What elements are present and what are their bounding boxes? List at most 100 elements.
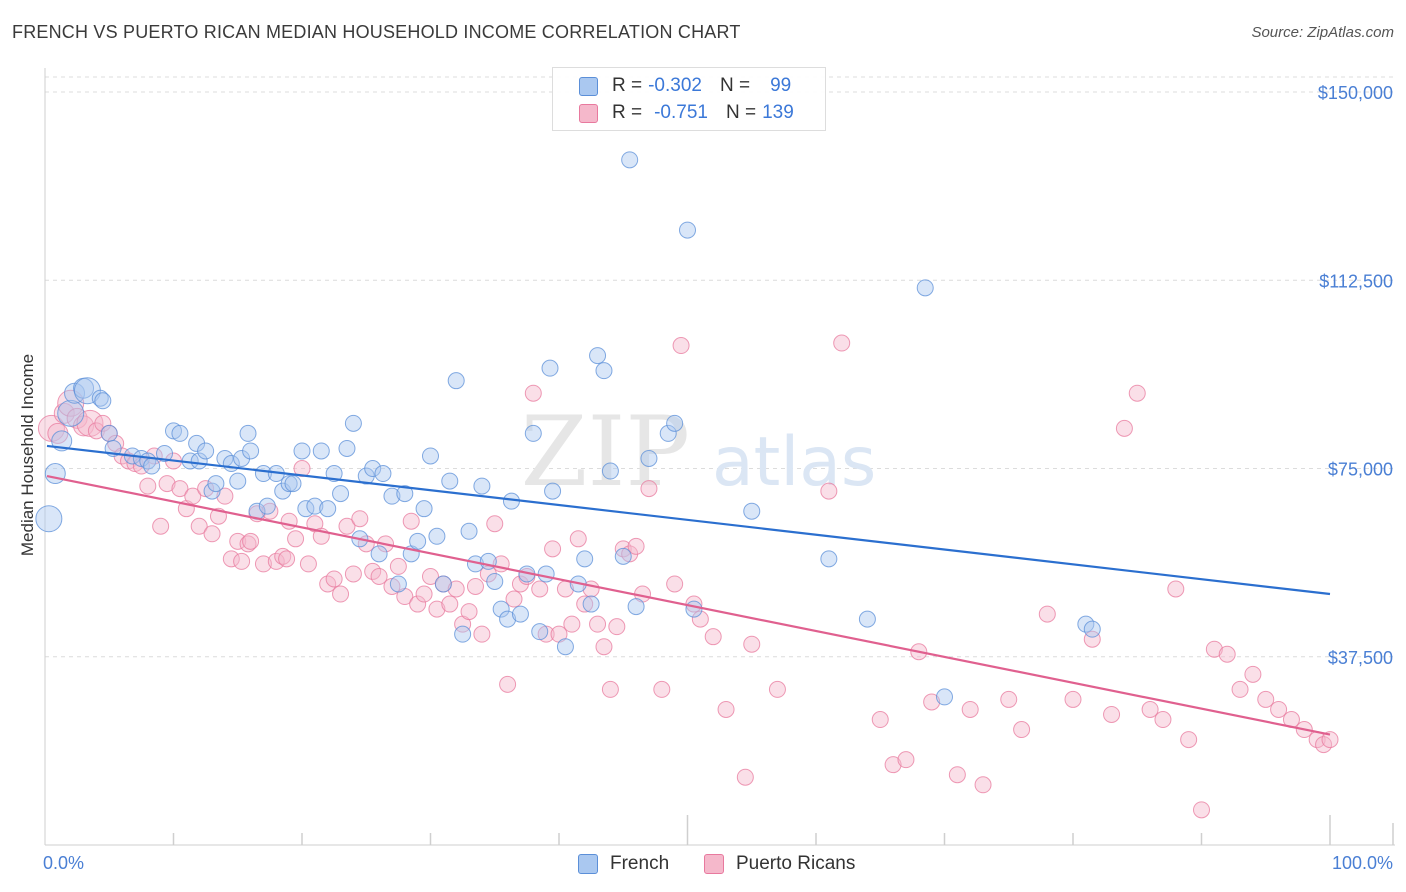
- puerto-ricans-point: [278, 550, 296, 568]
- puerto-ricans-point: [1154, 711, 1172, 729]
- r-value-puerto-ricans: -0.751: [654, 102, 708, 123]
- french-point: [541, 359, 559, 377]
- puerto-ricans-point: [158, 475, 176, 493]
- puerto-ricans-point: [447, 580, 465, 598]
- n-value-french: 99: [770, 75, 792, 96]
- puerto-ricans-point: [923, 693, 941, 711]
- puerto-ricans-point: [544, 540, 562, 558]
- puerto-ricans-point: [640, 480, 658, 498]
- french-point: [858, 610, 876, 628]
- french-point: [441, 472, 459, 490]
- french-point: [364, 460, 382, 478]
- french-point: [91, 389, 109, 407]
- puerto-ricans-point: [1083, 630, 1101, 648]
- watermark: ZIP atlas: [521, 396, 877, 508]
- french-point: [374, 465, 392, 483]
- puerto-ricans-point: [261, 502, 279, 520]
- watermark-zip: ZIP: [521, 396, 690, 508]
- french-point: [820, 550, 838, 568]
- french-point: [492, 600, 510, 618]
- french-point: [614, 547, 632, 565]
- puerto-ricans-point: [242, 532, 260, 550]
- french-point: [35, 505, 63, 533]
- french-trend-line: [46, 444, 1331, 596]
- puerto-ricans-point: [499, 675, 517, 693]
- puerto-ricans-point: [299, 555, 317, 573]
- puerto-ricans-point: [53, 402, 75, 424]
- french-point: [100, 424, 118, 442]
- puerto-ricans-legend-label: Puerto Ricans: [736, 853, 856, 874]
- puerto-ricans-point: [717, 700, 735, 718]
- french-point: [544, 482, 562, 500]
- puerto-ricans-point: [595, 638, 613, 656]
- french-point: [306, 497, 324, 515]
- french-point: [319, 500, 337, 518]
- puerto-ricans-point: [203, 525, 221, 543]
- french-point: [556, 638, 574, 656]
- puerto-ricans-point: [704, 628, 722, 646]
- french-point: [280, 475, 298, 493]
- french-point: [936, 688, 953, 706]
- french-point: [389, 575, 407, 593]
- french-point: [454, 625, 472, 643]
- puerto-ricans-point: [1193, 801, 1210, 819]
- y-tick-label: $112,500: [1319, 271, 1393, 291]
- french-point: [447, 372, 465, 390]
- r-value-french: -0.302: [648, 75, 702, 96]
- french-point: [666, 414, 684, 432]
- puerto-ricans-points: [37, 334, 1339, 819]
- french-point: [434, 575, 452, 593]
- french-point: [627, 598, 645, 616]
- puerto-ricans-point: [1115, 419, 1133, 437]
- puerto-ricans-point: [229, 532, 247, 550]
- puerto-ricans-point: [948, 766, 966, 784]
- french-point: [207, 475, 225, 493]
- french-point: [743, 502, 761, 520]
- axes: [44, 68, 1395, 846]
- puerto-ricans-point: [601, 680, 619, 698]
- puerto-ricans-point: [505, 590, 523, 608]
- puerto-ricans-point: [428, 600, 446, 618]
- puerto-ricans-point: [833, 334, 851, 352]
- puerto-ricans-point: [1321, 731, 1339, 749]
- french-point: [284, 475, 302, 493]
- puerto-ricans-point: [871, 711, 889, 729]
- puerto-ricans-point: [1141, 700, 1159, 718]
- puerto-ricans-point: [768, 680, 786, 698]
- puerto-ricans-point: [1244, 665, 1262, 683]
- puerto-ricans-point: [1270, 700, 1288, 718]
- puerto-ricans-point: [1180, 731, 1198, 749]
- puerto-ricans-point: [1231, 680, 1249, 698]
- french-point: [659, 424, 677, 442]
- french-point: [422, 447, 439, 465]
- french-point: [242, 442, 260, 460]
- puerto-ricans-point: [460, 603, 478, 621]
- french-point: [601, 462, 619, 480]
- french-point: [685, 600, 703, 618]
- french-point: [473, 477, 491, 495]
- french-point: [415, 500, 433, 518]
- puerto-ricans-point: [653, 680, 671, 698]
- puerto-ricans-point: [184, 487, 202, 505]
- y-tick-label: $150,000: [1318, 83, 1393, 103]
- r-label: R =: [612, 102, 643, 123]
- puerto-ricans-point: [820, 482, 838, 500]
- french-point: [293, 442, 311, 460]
- french-point: [338, 439, 356, 457]
- puerto-ricans-point: [1167, 580, 1185, 598]
- puerto-ricans-trend-line: [46, 474, 1331, 736]
- puerto-ricans-point: [389, 557, 407, 575]
- puerto-ricans-point: [190, 517, 208, 535]
- french-point: [531, 623, 549, 641]
- french-point: [94, 392, 112, 410]
- puerto-ricans-point: [466, 577, 484, 595]
- r-label: R =: [612, 75, 643, 96]
- french-point: [916, 279, 934, 297]
- french-point: [486, 572, 504, 590]
- french-point: [409, 532, 427, 550]
- french-point: [197, 442, 215, 460]
- puerto-ricans-point: [287, 530, 305, 548]
- french-points: [35, 151, 1101, 706]
- french-point: [156, 444, 174, 462]
- french-point: [396, 485, 414, 503]
